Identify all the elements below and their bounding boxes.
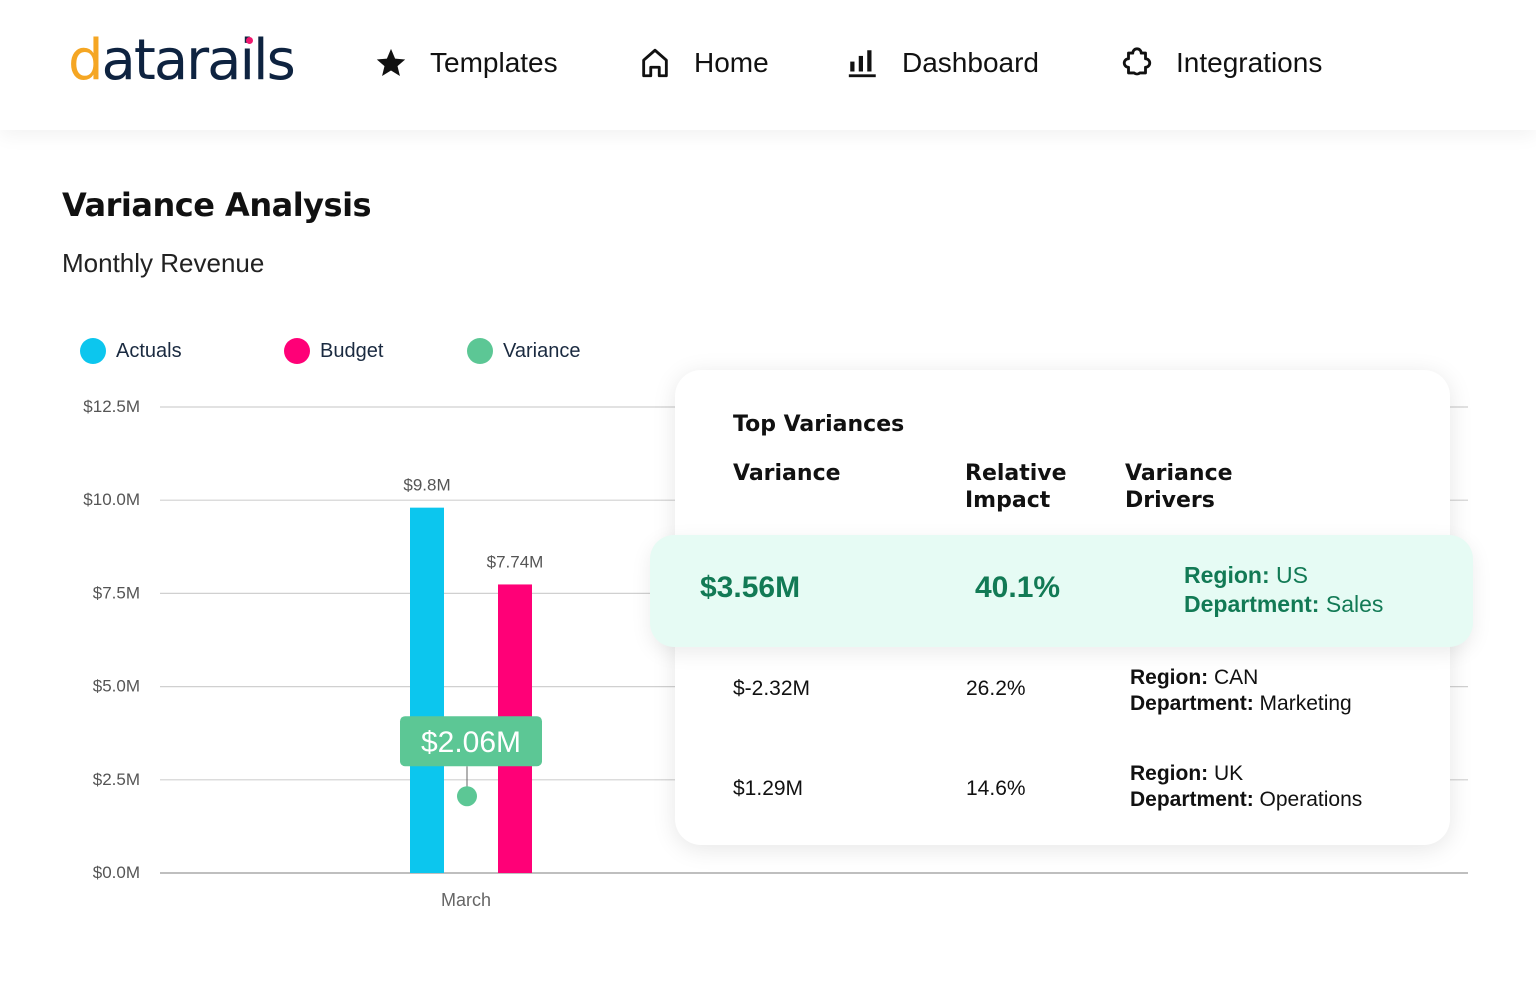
impact-value: 40.1% [975,571,1061,604]
legend-label: Budget [320,339,384,362]
dept-value: Operations [1259,788,1363,811]
nav-integrations[interactable]: Integrations [1120,46,1322,80]
nav-dashboard[interactable]: Dashboard [846,46,1039,80]
header-relative-impact: Relative Impact [965,461,1067,513]
region-value: UK [1214,762,1244,785]
y-tick-label: $12.5M [83,397,140,416]
drivers: Region: UK Department: Operations [1130,761,1362,813]
legend-variance[interactable]: Variance [467,338,580,364]
bar-data-label: $9.8M [403,476,450,495]
dept-label: Department: [1130,692,1254,715]
legend-swatch [284,338,310,364]
legend-label: Variance [503,339,581,362]
nav-label: Templates [430,47,558,78]
header-variance: Variance [733,461,841,486]
drivers: Region: CAN Department: Marketing [1130,665,1352,717]
legend-swatch [467,338,493,364]
nav-label: Integrations [1176,47,1323,78]
dept-value: Marketing [1259,692,1352,715]
variance-label-box [400,716,542,767]
bar-chart-icon [848,50,876,78]
header-variance-drivers: Variance Drivers [1125,461,1233,513]
datarails-logo[interactable]: datarails [68,28,296,93]
page-title: Variance Analysis [62,186,372,224]
y-tick-label: $0.0M [93,863,140,882]
drivers: Region: US Department: Sales [1184,561,1383,619]
top-navigation: datarails Templates Home Dashboard Integ… [0,0,1536,130]
variance-value: $-2.32M [733,677,811,700]
y-tick-label: $7.5M [93,583,140,602]
legend-budget[interactable]: Budget [284,338,383,364]
region-label: Region: [1130,762,1209,785]
home-icon [642,48,668,78]
region-value: US [1276,562,1308,588]
star-icon [376,48,406,77]
region-label: Region: [1130,666,1209,689]
highlighted-variance-row[interactable]: $3.56M 40.1% Region: US Department: Sale… [650,535,1473,647]
nav-templates[interactable]: Templates [374,46,558,80]
variance-point [457,786,477,807]
bar-actuals [410,507,444,873]
legend-swatch [80,338,106,364]
nav-label: Dashboard [902,47,1039,78]
variance-value: $1.29M [733,777,804,800]
x-tick-label: March [441,890,491,910]
puzzle-icon [1122,47,1152,76]
page-subtitle: Monthly Revenue [62,248,265,278]
dept-label: Department: [1130,788,1254,811]
y-tick-label: $2.5M [93,770,140,789]
legend-actuals[interactable]: Actuals [80,338,182,364]
dept-label: Department: [1184,591,1320,617]
dept-value: Sales [1325,591,1384,617]
bar-data-label: $7.74M [487,552,544,571]
impact-value: 14.6% [966,777,1026,800]
variance-value: $3.56M [700,571,801,604]
region-label: Region: [1184,562,1270,588]
card-title: Top Variances [733,412,905,437]
nav-label: Home [694,47,769,78]
impact-value: 26.2% [966,677,1026,700]
legend-label: Actuals [116,339,182,362]
y-tick-label: $5.0M [93,677,140,696]
y-tick-label: $10.0M [83,490,140,509]
variance-data-label: $2.06M [421,726,521,759]
region-value: CAN [1214,666,1259,689]
nav-home[interactable]: Home [638,46,769,80]
